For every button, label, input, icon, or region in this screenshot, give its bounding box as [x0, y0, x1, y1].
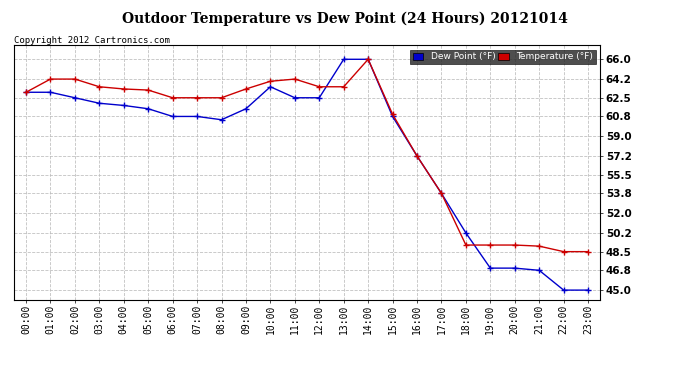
Text: Outdoor Temperature vs Dew Point (24 Hours) 20121014: Outdoor Temperature vs Dew Point (24 Hou… [122, 11, 568, 26]
Text: Copyright 2012 Cartronics.com: Copyright 2012 Cartronics.com [14, 36, 170, 45]
Legend: Dew Point (°F), Temperature (°F): Dew Point (°F), Temperature (°F) [410, 50, 595, 64]
